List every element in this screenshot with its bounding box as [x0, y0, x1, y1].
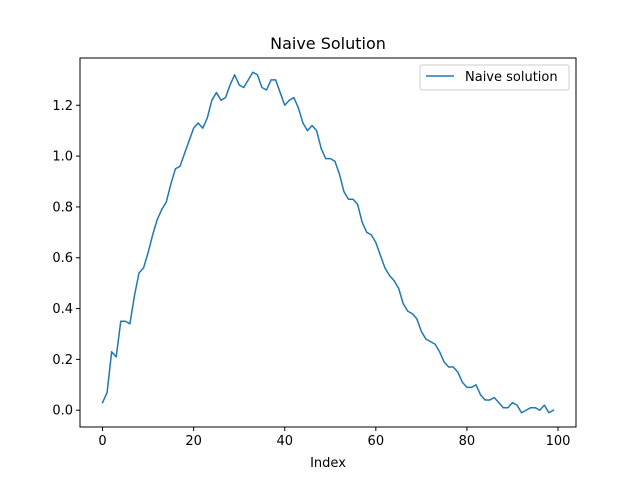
legend-label: Naive solution — [465, 70, 558, 85]
x-tick-label: 100 — [546, 434, 571, 449]
axes-frame — [79, 57, 577, 428]
y-tick-label: 0.2 — [52, 353, 73, 368]
y-tick-label: 0.8 — [52, 200, 73, 215]
y-tick-label: 1.2 — [52, 99, 73, 114]
legend-box — [419, 64, 570, 91]
y-tick-label: 1.0 — [52, 150, 73, 165]
x-axis-label: Index — [310, 456, 346, 471]
plot-area — [101, 71, 555, 414]
legend: Naive solution — [419, 64, 570, 91]
x-tick-label: 20 — [185, 434, 202, 449]
y-tick-label: 0.4 — [52, 302, 73, 317]
x-tick-label: 60 — [368, 434, 385, 449]
y-tick-label: 0.6 — [52, 251, 73, 266]
chart-title: Naive Solution — [270, 34, 386, 53]
series-line-naive-solution — [101, 71, 555, 414]
x-tick-label: 0 — [98, 434, 106, 449]
axis-ticks: 0 20 40 60 80 100 0.0 0.2 0.4 0.6 0.8 1.0 1.2 — [52, 99, 570, 449]
x-tick-label: 40 — [276, 434, 293, 449]
x-tick-label: 80 — [459, 434, 476, 449]
y-tick-label: 0.0 — [52, 404, 73, 419]
